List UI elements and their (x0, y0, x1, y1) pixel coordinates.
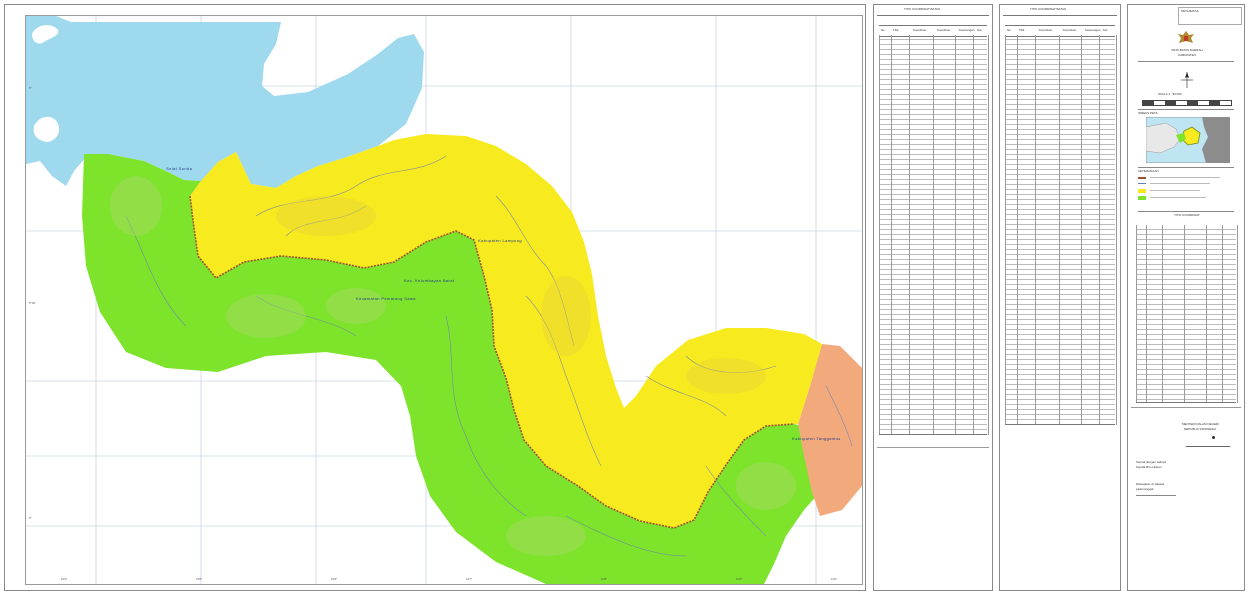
legend-table-columns (1136, 225, 1238, 403)
note-line-1: Sesuai dengan aslinya (1136, 460, 1167, 464)
header-text: PETA BATAS (1181, 9, 1199, 13)
sea-label: Selat Sunda (166, 166, 193, 171)
table2-title-rule (1003, 15, 1117, 16)
x-tick: 105° (196, 577, 203, 581)
y-tick: 6° (29, 516, 32, 520)
signatory-line-2: REPUBLIK INDONESIA (1184, 427, 1217, 431)
coordinate-table-2 (1005, 35, 1117, 425)
x-tick: 109° (736, 577, 743, 581)
title-rule (1138, 61, 1234, 62)
y-tick: 5° (29, 86, 32, 90)
legend-title: KETERANGAN (1138, 169, 1159, 173)
scale-rule (1138, 109, 1234, 110)
orange-zone (798, 344, 862, 516)
index-map-title: INDEKS PETA (1138, 111, 1158, 115)
terrain-texture (110, 176, 796, 556)
table1-col-no: No (881, 28, 885, 32)
x-tick: 110° (831, 577, 837, 581)
boundary-line (189, 195, 795, 529)
table-bottom-rule (1131, 407, 1241, 408)
green-zone-label-b: Kecamatan Pematang Sawa (356, 296, 416, 301)
table1-columns (879, 35, 989, 435)
inset-rule (1138, 167, 1234, 168)
legend-panel: PETA BATAS PETA BATAS DAERAH KABUPATEN S… (1127, 4, 1245, 591)
x-tick: 107° (466, 577, 473, 581)
x-tick: 108° (601, 577, 608, 581)
legend-items (1138, 177, 1236, 207)
north-arrow-icon (1181, 72, 1193, 88)
map-frame: Selat Sunda Kabupaten Lampung Kec. Kelum… (4, 4, 866, 591)
coordinate-table-1 (879, 35, 989, 435)
table1-col-koord-1: Koordinat (913, 28, 926, 32)
table2-col-ket-2: Ket (1103, 28, 1108, 32)
header-box: PETA BATAS (1178, 7, 1242, 25)
legend-table-rows (1136, 225, 1236, 403)
inset-map (1146, 117, 1230, 163)
scale-bar (1142, 100, 1232, 106)
legend-coordinate-table (1136, 225, 1238, 403)
legend-yellow-swatch (1138, 189, 1146, 193)
garuda-emblem-icon (1178, 31, 1194, 43)
legend-boundary-swatch (1138, 177, 1146, 179)
note-line-4: pada tanggal (1136, 487, 1154, 491)
table2-col-koord-2: Koordinat (1063, 28, 1076, 32)
table1-title: TITIK KOORDINAT BATAS (904, 7, 940, 11)
green-zone-label-a: Kec. Kelumbayan Barat (404, 278, 455, 283)
signature-line (1186, 446, 1230, 447)
yellow-zone-label: Kabupaten Lampung (478, 238, 522, 243)
yellow-texture (276, 196, 766, 394)
map-canvas[interactable]: Selat Sunda Kabupaten Lampung Kec. Kelum… (25, 15, 863, 585)
coordinate-table-panel-1: TITIK KOORDINAT BATAS No Titik Koordinat… (873, 4, 993, 591)
mini-table-title: TITIK KOORDINAT (1174, 213, 1200, 217)
table1-col-koord-2: Koordinat (937, 28, 950, 32)
table1-col-ket-2: Ket (977, 28, 982, 32)
map-subtitle: KABUPATEN (1178, 53, 1196, 57)
coordinate-table-panel-2: TITIK KOORDINAT BATAS No Titik Koordinat… (999, 4, 1121, 591)
table1-col-ket-1: Keterangan (959, 28, 975, 32)
table2-col-no: No (1007, 28, 1011, 32)
yellow-zone (190, 134, 822, 528)
scale-text: SKALA 1 : 50.000 (1158, 92, 1182, 96)
table2-rows (1005, 35, 1115, 425)
note-line-3: Ditetapkan di Jakarta (1136, 482, 1165, 486)
table2-columns (1005, 35, 1117, 425)
orange-zone-label: Kabupaten Tanggamus (792, 436, 841, 441)
island-shape (32, 25, 59, 44)
x-tick: 104° (61, 577, 68, 581)
legend-river-swatch (1138, 183, 1146, 184)
legend-green-swatch (1138, 196, 1146, 200)
map-title: PETA BATAS DAERAH (1171, 48, 1203, 52)
sea-islet (33, 116, 60, 142)
table2-col-ket-1: Keterangan (1085, 28, 1101, 32)
table1-title-rule (877, 15, 989, 16)
sea-area (26, 16, 424, 188)
table2-title: TITIK KOORDINAT BATAS (1030, 7, 1066, 11)
table1-divider (877, 447, 989, 448)
table2-col-titik: Titik (1019, 28, 1025, 32)
y-tick: 5°30' (29, 301, 36, 305)
signature-mark (1212, 436, 1215, 439)
note-line-2: Kepala Biro Hukum (1136, 465, 1162, 469)
map-drawing (26, 16, 862, 584)
legend-rule (1138, 211, 1234, 212)
river-network (125, 155, 853, 557)
note-rule (1136, 495, 1176, 496)
table1-col-titik: Titik (893, 28, 899, 32)
x-tick: 106° (331, 577, 338, 581)
table2-col-koord-1: Koordinat (1039, 28, 1052, 32)
signatory-line-1: MENTERI DALAM NEGERI (1182, 422, 1220, 426)
